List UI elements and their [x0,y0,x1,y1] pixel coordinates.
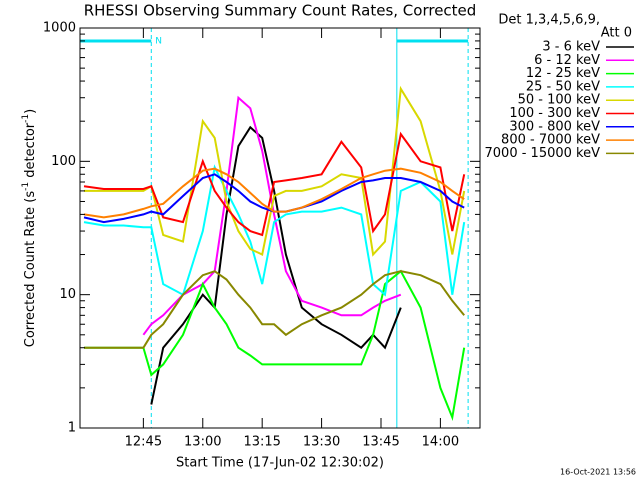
y-tick-label: 1000 [43,21,76,36]
legend-label: 100 - 300 keV [509,106,600,121]
y-axis-label-part: Corrected Count Rate (s [23,191,38,348]
x-axis-label: Start Time (17-Jun-02 12:30:02) [176,456,384,471]
legend-label: 50 - 100 keV [518,93,601,108]
series-line [84,85,466,257]
series-line [150,125,402,405]
series-line [84,270,465,349]
series-line [84,269,466,422]
legend-label: 6 - 12 keV [534,53,600,68]
chart-title: RHESSI Observing Summary Count Rates, Co… [84,2,477,20]
y-tick-label: 10 [59,287,76,302]
x-tick-label: 13:00 [184,435,221,450]
x-tick-label: 13:15 [243,435,280,450]
x-tick-label: 12:45 [125,435,162,450]
legend-label: 25 - 50 keV [526,79,600,94]
y-axis-label-part: detector [23,122,38,182]
series-line [83,173,465,224]
legend-label: 7000 - 15000 keV [485,146,601,161]
series-line [83,167,465,219]
y-axis-label: Corrected Count Rate (s-1 detector-1) [21,109,38,347]
y-axis-label-part: ) [23,109,38,114]
y-axis-label-part: -1 [21,114,31,123]
series-line [83,164,466,297]
legend-label: 800 - 7000 keV [501,133,600,148]
plot-frame [79,27,481,429]
legend-header: Att 0 [601,26,632,41]
y-tick-label: 1 [68,421,76,436]
y-tick-label: 100 [51,154,76,169]
legend-label: 3 - 6 keV [542,40,600,55]
legend-header: Det 1,3,4,5,6,9, [498,13,600,28]
legend-label: 300 - 800 keV [509,119,600,134]
y-axis-label-part: -1 [21,182,31,191]
footer: 16-Oct-2021 13:56 [560,468,636,477]
x-tick-label: 14:00 [422,435,459,450]
x-tick-label: 13:30 [303,435,340,450]
night-label: N [155,37,162,47]
x-tick-label: 13:45 [362,435,399,450]
legend-label: 12 - 25 keV [526,66,600,81]
